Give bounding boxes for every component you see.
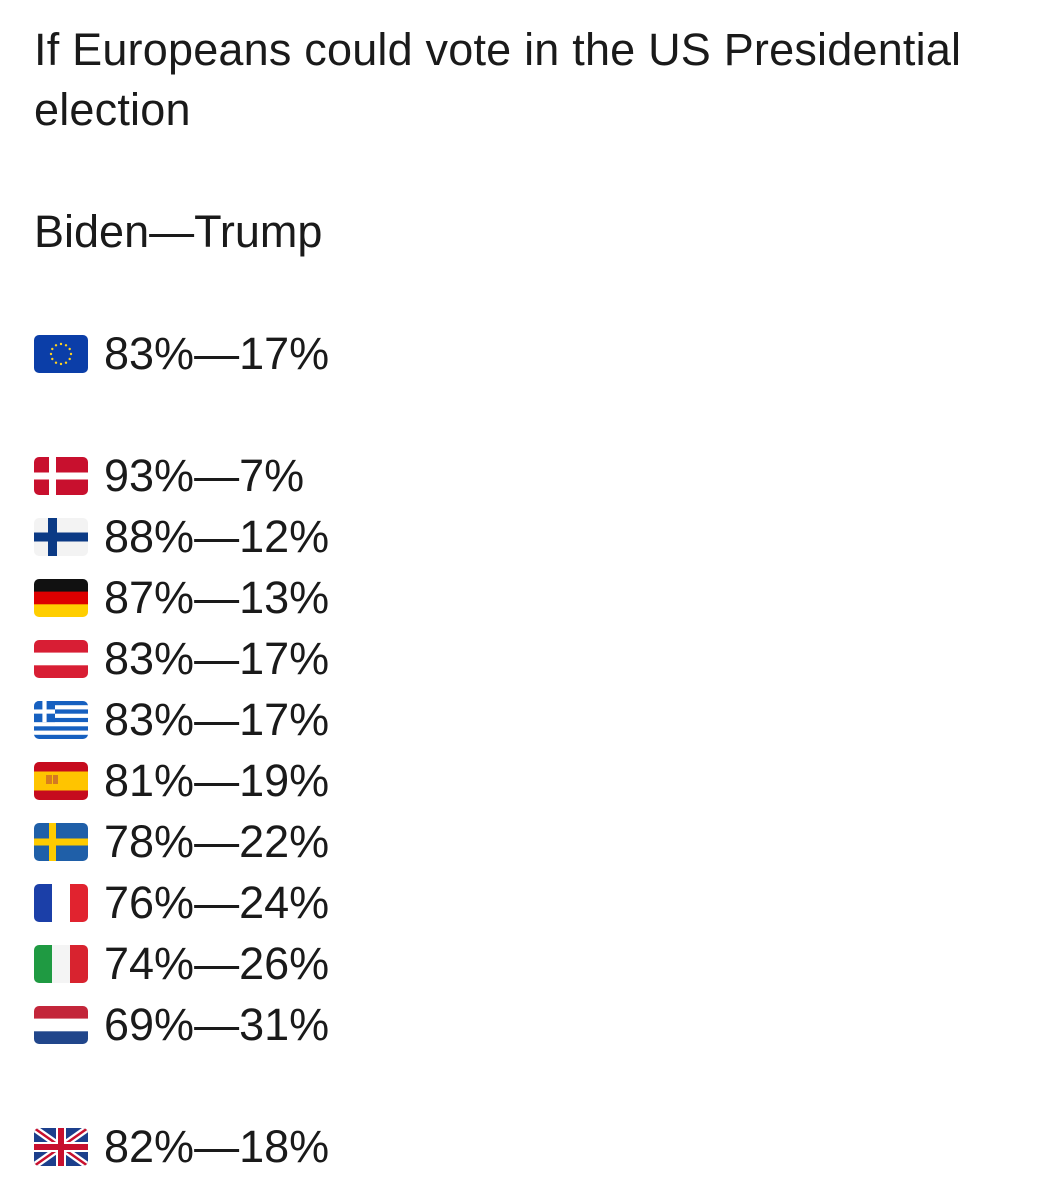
result-row-uk: 82%—18%: [34, 1117, 329, 1177]
result-row-denmark: 93%—7%: [34, 446, 304, 506]
result-value: 83%—17%: [104, 633, 330, 684]
netherlands-flag-icon: [34, 1006, 88, 1044]
result-value: 74%—26%: [104, 938, 330, 989]
result-value: 88%—12%: [104, 511, 330, 562]
finland-flag-icon: [34, 518, 88, 556]
post-title: If Europeans could vote in the US Presid…: [34, 24, 962, 135]
spain-flag-icon: [34, 762, 88, 800]
candidates-label: Biden—Trump: [34, 206, 323, 257]
result-value: 76%—24%: [104, 877, 330, 928]
result-value: 93%—7%: [104, 450, 305, 501]
result-value: 82%—18%: [104, 1121, 330, 1172]
result-row-eu: 83%—17%: [34, 324, 329, 384]
result-row-greece: 83%—17%: [34, 690, 329, 750]
result-value: 81%—19%: [104, 755, 330, 806]
result-row-austria: 83%—17%: [34, 629, 329, 689]
france-flag-icon: [34, 884, 88, 922]
result-value: 69%—31%: [104, 999, 330, 1050]
result-row-germany: 87%—13%: [34, 568, 329, 628]
result-value: 83%—17%: [104, 694, 330, 745]
uk-flag-icon: [34, 1128, 88, 1166]
result-row-finland: 88%—12%: [34, 507, 329, 567]
result-value: 78%—22%: [104, 816, 330, 867]
result-row-sweden: 78%—22%: [34, 812, 329, 872]
result-row-italy: 74%—26%: [34, 934, 329, 994]
eu-flag-icon: [34, 335, 88, 373]
result-value: 87%—13%: [104, 572, 330, 623]
italy-flag-icon: [34, 945, 88, 983]
result-row-france: 76%—24%: [34, 873, 329, 933]
result-row-spain: 81%—19%: [34, 751, 329, 811]
austria-flag-icon: [34, 640, 88, 678]
germany-flag-icon: [34, 579, 88, 617]
greece-flag-icon: [34, 701, 88, 739]
result-value: 83%—17%: [104, 328, 330, 379]
denmark-flag-icon: [34, 457, 88, 495]
result-row-netherlands: 69%—31%: [34, 995, 329, 1055]
sweden-flag-icon: [34, 823, 88, 861]
